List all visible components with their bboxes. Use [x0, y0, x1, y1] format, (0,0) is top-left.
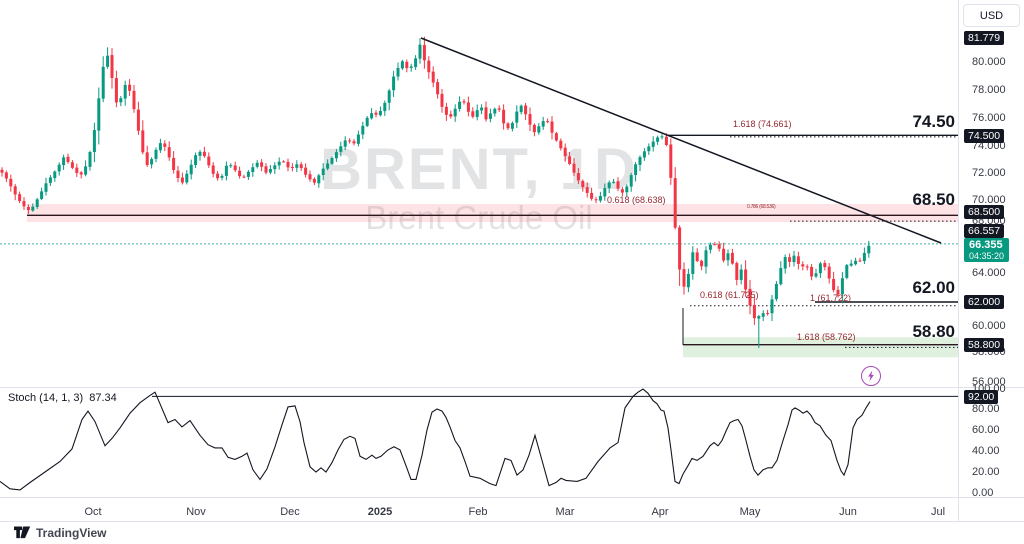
tradingview-attribution[interactable]: TradingView — [14, 525, 106, 540]
fib-label: 1 (61.722) — [810, 293, 852, 303]
level-price-text: 58.80 — [912, 322, 955, 341]
axis-price-chip: 62.000 — [964, 295, 1005, 309]
stoch-tick: 0.00 — [972, 487, 994, 499]
time-tick-dec: Dec — [280, 506, 300, 518]
stoch-tick: 60.00 — [972, 424, 1000, 436]
stoch-indicator[interactable] — [0, 388, 958, 491]
price-tick: 56.000 — [972, 376, 1006, 388]
time-tick-jul: Jul — [930, 506, 946, 518]
fib-label: 1.618 (74.661) — [733, 119, 792, 129]
price-tick: 78.000 — [972, 84, 1006, 96]
price-tick: 80.000 — [972, 56, 1006, 68]
last-price-value: 66.355 — [969, 239, 1003, 251]
candlestick-series[interactable] — [0, 36, 871, 348]
tradingview-brand-text: TradingView — [36, 525, 107, 540]
time-tick-feb: Feb — [468, 506, 488, 518]
level-price-text: 68.50 — [912, 190, 955, 209]
stoch-tick: 40.00 — [972, 445, 1000, 457]
level-price-text: 74.50 — [912, 112, 955, 131]
time-tick-may: May — [739, 506, 761, 518]
price-tick: 72.000 — [972, 167, 1006, 179]
indicator-name: Stoch (14, 1, 3) — [8, 392, 84, 404]
chart-canvas[interactable] — [0, 0, 958, 521]
fib-label: 0.618 (68.638) — [607, 195, 666, 205]
price-tick: 64.000 — [972, 267, 1006, 279]
time-tick-nov: Nov — [186, 506, 206, 518]
time-tick-jun: Jun — [839, 506, 857, 518]
time-tick-mar: Mar — [555, 506, 575, 518]
bar-countdown: 04:35:20 — [969, 251, 1005, 261]
axis-price-chip: 81.779 — [964, 31, 1005, 45]
tradingview-logo-icon — [14, 526, 31, 539]
descending-trendline[interactable] — [420, 37, 942, 244]
fib-label: 0.618 (61.725) — [700, 290, 759, 300]
level-price-text: 62.00 — [912, 278, 955, 297]
pane-separator[interactable] — [0, 387, 1024, 388]
last-price-label: 66.355 04:35:20 — [964, 238, 1010, 262]
time-tick-2025: 2025 — [367, 506, 393, 518]
axis-price-chip: 68.500 — [964, 205, 1005, 219]
price-tick: 70.000 — [972, 194, 1006, 206]
lightning-marker[interactable] — [861, 366, 881, 386]
price-tick: 74.000 — [972, 140, 1006, 152]
indicator-value: 87.34 — [89, 392, 117, 404]
stoch-tick: 80.00 — [972, 403, 1000, 415]
fib-label: 0.786 (68.536) — [747, 204, 776, 210]
time-tick-apr: Apr — [651, 506, 669, 518]
axis-price-chip: 58.800 — [964, 338, 1005, 352]
fib-level-lines[interactable] — [666, 134, 958, 348]
supply-demand-zones[interactable] — [27, 203, 958, 358]
price-axis-separator — [958, 0, 959, 521]
time-axis-separator — [0, 497, 1024, 498]
price-tick: 60.000 — [972, 320, 1006, 332]
indicator-legend[interactable]: Stoch (14, 1, 3) 87.34 — [8, 392, 117, 404]
axis-price-chip: 92.00 — [964, 390, 999, 404]
stoch-tick: 20.00 — [972, 466, 1000, 478]
toolbar-separator — [0, 521, 1024, 522]
axis-price-chip: 66.557 — [964, 224, 1005, 238]
currency-toggle-button[interactable]: USD — [963, 4, 1020, 27]
time-tick-oct: Oct — [84, 506, 102, 518]
fib-label: 1.618 (58.762) — [797, 332, 856, 342]
axis-price-chip: 74.500 — [964, 129, 1005, 143]
price-tick: 76.000 — [972, 112, 1006, 124]
lightning-bolt-icon — [868, 370, 874, 382]
